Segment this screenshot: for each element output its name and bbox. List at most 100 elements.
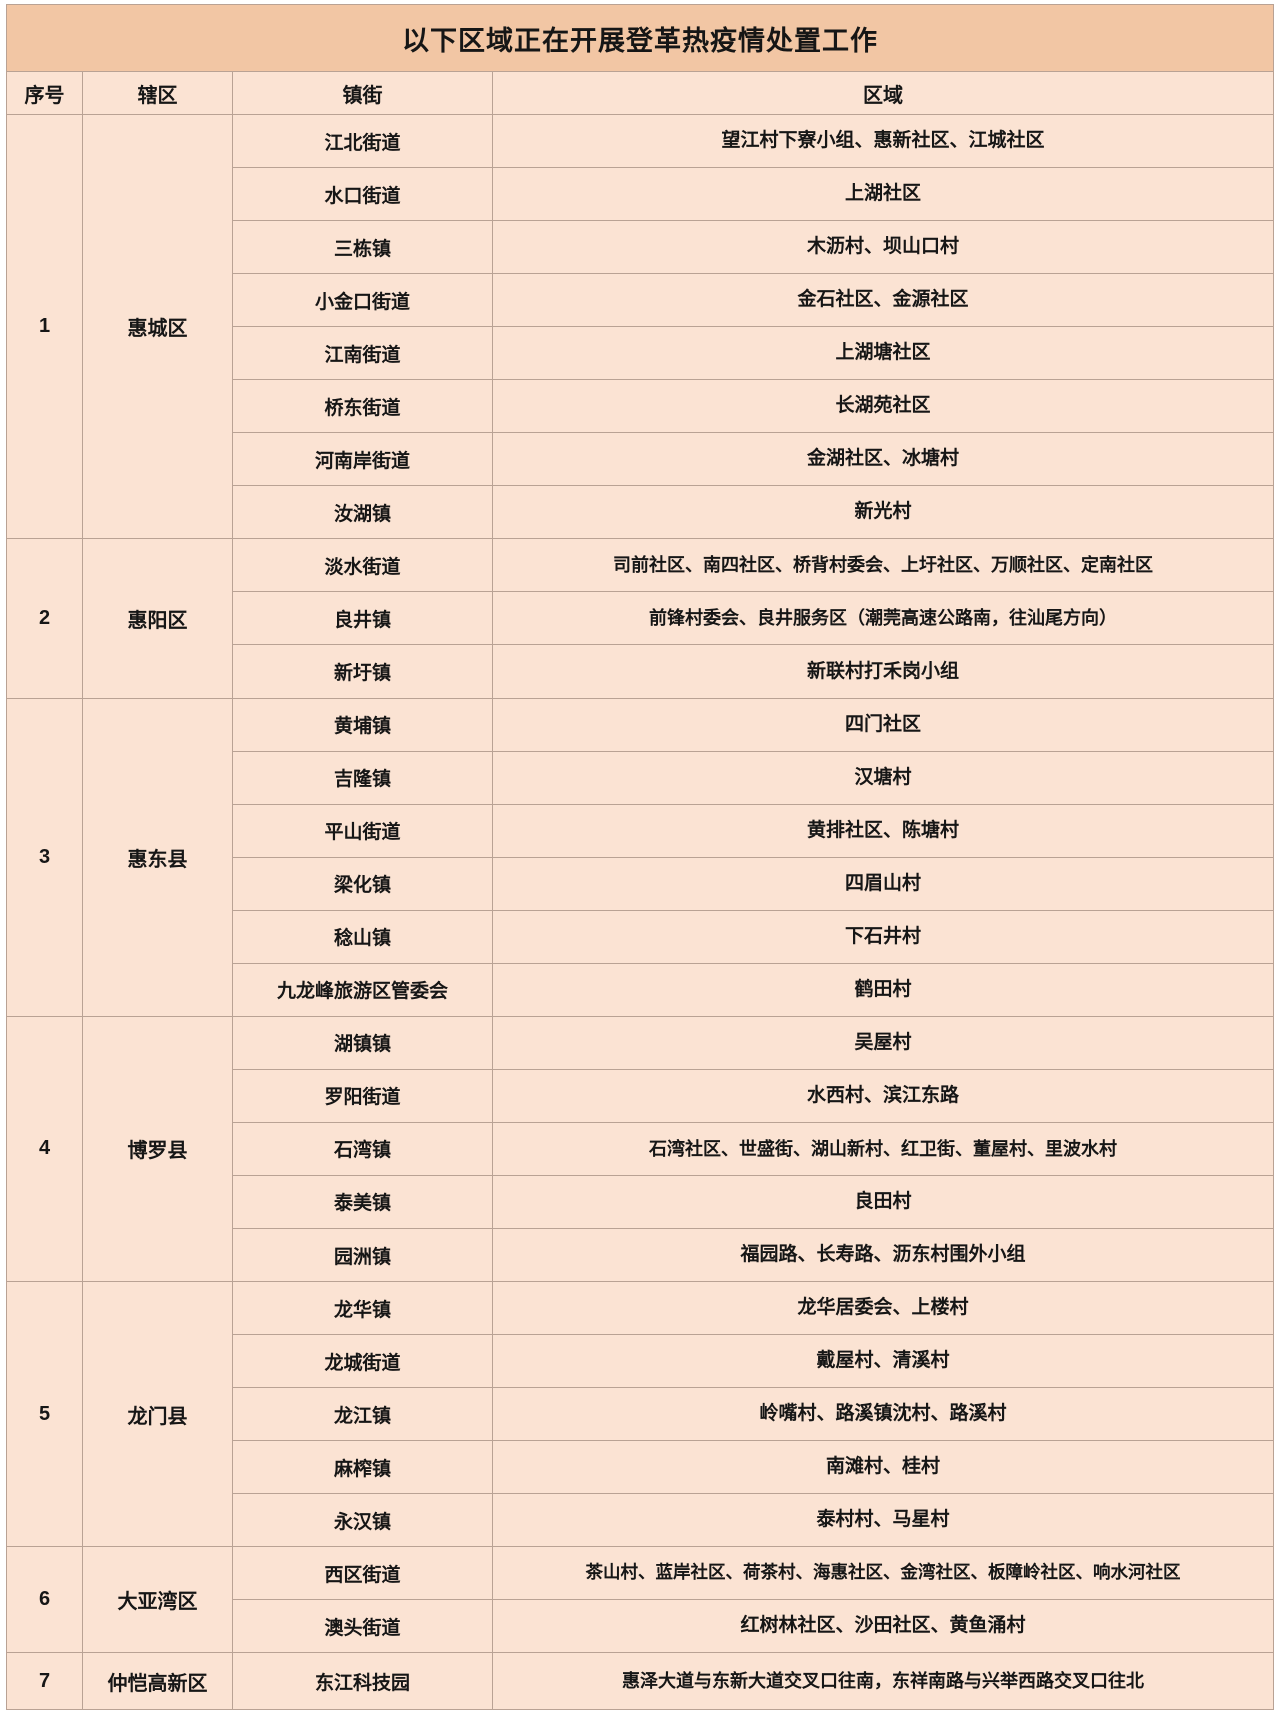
town-cell: 新圩镇 bbox=[232, 644, 493, 699]
district-cell: 大亚湾区 bbox=[82, 1546, 233, 1654]
table-row: 4 博罗县 湖镇镇 吴屋村 bbox=[6, 1015, 1274, 1283]
area-cell: 吴屋村 bbox=[492, 1015, 1274, 1070]
row-index-cell: 7 bbox=[6, 1652, 83, 1710]
outbreak-area-table: 以下区域正在开展登革热疫情处置工作 序号 辖区 镇街 区域 1 惠城区 江北街道 望江… bbox=[6, 4, 1274, 1710]
area-cell: 汉塘村 bbox=[492, 750, 1274, 805]
town-cell: 九龙峰旅游区管委会 bbox=[232, 962, 493, 1017]
town-cell: 三栋镇 bbox=[232, 220, 493, 275]
table-row: 三栋镇 木沥村、坝山口村 bbox=[7, 220, 1274, 275]
district-cell: 惠阳区 bbox=[82, 538, 233, 699]
town-cell: 汝湖镇 bbox=[232, 485, 493, 540]
table-row: 泰美镇 良田村 bbox=[7, 1174, 1274, 1229]
town-cell: 泰美镇 bbox=[232, 1174, 493, 1229]
area-cell: 龙华居委会、上楼村 bbox=[492, 1281, 1274, 1336]
table-row: 2 惠阳区 淡水街道 司前社区、南四社区、桥背村委会、上圩社区、万顺社区、定南社区 bbox=[6, 538, 1274, 699]
town-cell: 江南街道 bbox=[232, 326, 493, 381]
row-index-cell: 2 bbox=[6, 538, 83, 699]
row-index-cell: 1 bbox=[6, 113, 83, 540]
table-row: 桥东街道 长湖苑社区 bbox=[7, 379, 1274, 434]
title-row: 以下区域正在开展登革热疫情处置工作 bbox=[6, 4, 1274, 72]
town-cell: 湖镇镇 bbox=[232, 1015, 493, 1070]
area-cell: 水西村、滨江东路 bbox=[492, 1068, 1274, 1123]
area-cell: 金石社区、金源社区 bbox=[492, 273, 1274, 328]
table-row: 龙江镇 岭嘴村、路溪镇沈村、路溪村 bbox=[7, 1387, 1274, 1442]
area-cell: 前锋村委会、良井服务区（潮莞高速公路南，往汕尾方向） bbox=[492, 591, 1274, 646]
table-row: 梁化镇 四眉山村 bbox=[7, 856, 1274, 911]
table-row: 澳头街道 红树林社区、沙田社区、黄鱼涌村 bbox=[7, 1599, 1274, 1654]
town-cell: 园洲镇 bbox=[232, 1227, 493, 1283]
town-cell: 吉隆镇 bbox=[232, 750, 493, 805]
area-cell: 上湖社区 bbox=[492, 167, 1274, 222]
page-title: 以下区域正在开展登革热疫情处置工作 bbox=[6, 4, 1274, 72]
district-cell: 惠东县 bbox=[82, 697, 233, 1017]
town-cell: 黄埔镇 bbox=[232, 697, 493, 752]
table-row: 新圩镇 新联村打禾岗小组 bbox=[7, 644, 1274, 699]
area-cell: 石湾社区、世盛街、湖山新村、红卫街、董屋村、里波水村 bbox=[492, 1121, 1274, 1176]
area-cell: 金湖社区、冰塘村 bbox=[492, 432, 1274, 487]
district-cell: 惠城区 bbox=[82, 113, 233, 540]
table-row: 罗阳街道 水西村、滨江东路 bbox=[7, 1068, 1274, 1123]
area-cell: 泰村村、马星村 bbox=[492, 1493, 1274, 1548]
row-index-cell: 3 bbox=[6, 697, 83, 1017]
table-row: 江南街道 上湖塘社区 bbox=[7, 326, 1274, 381]
town-cell: 永汉镇 bbox=[232, 1493, 493, 1548]
district-cell: 仲恺高新区 bbox=[82, 1652, 233, 1710]
row-index-cell: 4 bbox=[6, 1015, 83, 1283]
table-row: 6 大亚湾区 西区街道 茶山村、蓝岸社区、荷茶村、海惠社区、金湾社区、板障岭社区、响水… bbox=[6, 1546, 1274, 1654]
table-row: 河南岸街道 金湖社区、冰塘村 bbox=[7, 432, 1274, 487]
town-cell: 龙城街道 bbox=[232, 1334, 493, 1389]
table-row: 水口街道 上湖社区 bbox=[7, 167, 1274, 222]
area-cell: 四门社区 bbox=[492, 697, 1274, 752]
header-row: 序号 辖区 镇街 区域 bbox=[6, 71, 1274, 115]
row-index-cell: 5 bbox=[6, 1281, 83, 1548]
column-header-index: 序号 bbox=[6, 71, 83, 115]
column-header-town: 镇街 bbox=[232, 71, 493, 115]
table-row: 龙城街道 戴屋村、清溪村 bbox=[7, 1334, 1274, 1389]
table-row: 九龙峰旅游区管委会 鹤田村 bbox=[7, 962, 1274, 1017]
town-cell: 桥东街道 bbox=[232, 379, 493, 434]
town-cell: 水口街道 bbox=[232, 167, 493, 222]
town-cell: 江北街道 bbox=[232, 113, 493, 169]
table-row: 小金口街道 金石社区、金源社区 bbox=[7, 273, 1274, 328]
town-cell: 西区街道 bbox=[232, 1546, 493, 1601]
area-cell: 新光村 bbox=[492, 485, 1274, 540]
table-row: 稔山镇 下石井村 bbox=[7, 909, 1274, 964]
area-cell: 下石井村 bbox=[492, 909, 1274, 964]
town-cell: 澳头街道 bbox=[232, 1599, 493, 1654]
table-row: 1 惠城区 江北街道 望江村下寮小组、惠新社区、江城社区 bbox=[6, 113, 1274, 540]
town-cell: 罗阳街道 bbox=[232, 1068, 493, 1123]
area-cell: 南滩村、桂村 bbox=[492, 1440, 1274, 1495]
column-header-district: 辖区 bbox=[82, 71, 233, 115]
town-cell: 淡水街道 bbox=[232, 538, 493, 593]
table-row: 吉隆镇 汉塘村 bbox=[7, 750, 1274, 805]
area-cell: 福园路、长寿路、沥东村围外小组 bbox=[492, 1227, 1274, 1283]
town-cell: 麻榨镇 bbox=[232, 1440, 493, 1495]
area-cell: 鹤田村 bbox=[492, 962, 1274, 1017]
area-cell: 红树林社区、沙田社区、黄鱼涌村 bbox=[492, 1599, 1274, 1654]
town-cell: 良井镇 bbox=[232, 591, 493, 646]
table-row: 7 仲恺高新区 东江科技园 惠泽大道与东新大道交叉口往南，东祥南路与兴举西路交叉口往北 bbox=[6, 1652, 1274, 1710]
table-row: 园洲镇 福园路、长寿路、沥东村围外小组 bbox=[7, 1227, 1274, 1283]
town-cell: 东江科技园 bbox=[232, 1652, 493, 1710]
area-cell: 四眉山村 bbox=[492, 856, 1274, 911]
table-row: 3 惠东县 黄埔镇 四门社区 bbox=[6, 697, 1274, 1017]
area-cell: 岭嘴村、路溪镇沈村、路溪村 bbox=[492, 1387, 1274, 1442]
town-cell: 梁化镇 bbox=[232, 856, 493, 911]
table-row: 良井镇 前锋村委会、良井服务区（潮莞高速公路南，往汕尾方向） bbox=[7, 591, 1274, 646]
area-cell: 望江村下寮小组、惠新社区、江城社区 bbox=[492, 113, 1274, 169]
table-row: 5 龙门县 龙华镇 龙华居委会、上楼村 bbox=[6, 1281, 1274, 1548]
area-cell: 黄排社区、陈塘村 bbox=[492, 803, 1274, 858]
town-cell: 小金口街道 bbox=[232, 273, 493, 328]
district-cell: 博罗县 bbox=[82, 1015, 233, 1283]
area-cell: 司前社区、南四社区、桥背村委会、上圩社区、万顺社区、定南社区 bbox=[492, 538, 1274, 593]
town-cell: 龙江镇 bbox=[232, 1387, 493, 1442]
area-cell: 良田村 bbox=[492, 1174, 1274, 1229]
area-cell: 茶山村、蓝岸社区、荷茶村、海惠社区、金湾社区、板障岭社区、响水河社区 bbox=[492, 1546, 1274, 1601]
table-row: 汝湖镇 新光村 bbox=[7, 485, 1274, 540]
town-cell: 龙华镇 bbox=[232, 1281, 493, 1336]
town-cell: 稔山镇 bbox=[232, 909, 493, 964]
table-row: 麻榨镇 南滩村、桂村 bbox=[7, 1440, 1274, 1495]
table-row: 平山街道 黄排社区、陈塘村 bbox=[7, 803, 1274, 858]
area-cell: 惠泽大道与东新大道交叉口往南，东祥南路与兴举西路交叉口往北 bbox=[492, 1652, 1274, 1710]
